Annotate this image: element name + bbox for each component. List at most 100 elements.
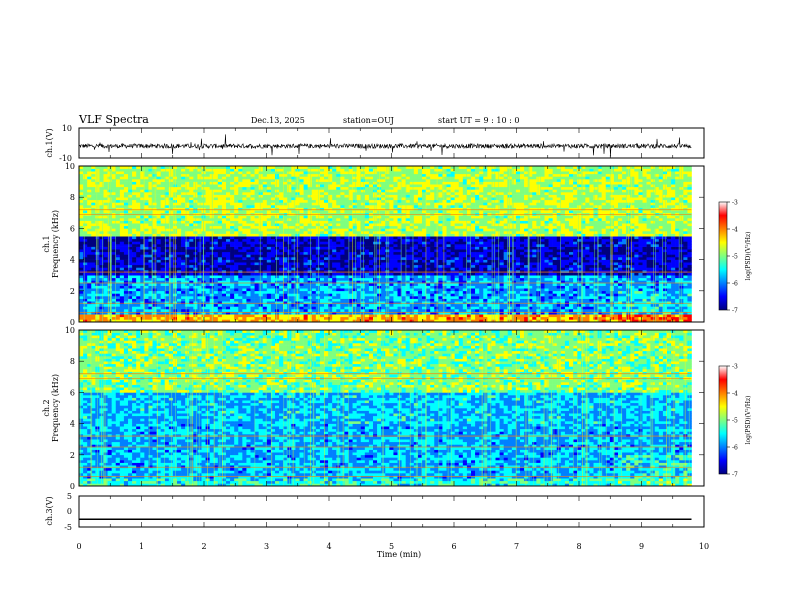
spectrogram-cell bbox=[422, 275, 427, 279]
spectrogram-cell bbox=[540, 293, 545, 297]
spectrogram-cell bbox=[115, 270, 121, 273]
spectrogram-cell bbox=[536, 251, 541, 255]
spectrogram-cell bbox=[283, 272, 288, 276]
spectrogram-cell bbox=[119, 301, 125, 305]
spectrogram-cell bbox=[597, 298, 602, 302]
spectrogram-cell bbox=[307, 309, 313, 312]
spectrogram-cell bbox=[328, 283, 333, 286]
spectrogram-cell bbox=[389, 249, 394, 253]
spectrogram-cell bbox=[503, 309, 509, 312]
spectrogram-cell bbox=[185, 290, 190, 294]
spectrogram-cell bbox=[426, 301, 431, 305]
spectrogram-cell bbox=[328, 272, 333, 276]
spectrogram-cell bbox=[605, 236, 611, 240]
spectrogram-cell bbox=[442, 319, 447, 323]
spectrogram-cell bbox=[683, 311, 688, 315]
spectrogram-cell bbox=[177, 262, 182, 266]
spectrogram-cell bbox=[687, 275, 692, 279]
spectrogram-cell bbox=[528, 283, 533, 286]
spectrogram-cell bbox=[466, 285, 472, 289]
spectrogram-cell bbox=[246, 319, 251, 323]
spectrogram-cell bbox=[234, 257, 239, 260]
spectrogram-cell bbox=[373, 293, 378, 297]
spectrogram-cell bbox=[536, 298, 541, 302]
spectrogram-cell bbox=[185, 254, 190, 258]
spectrogram-cell bbox=[217, 293, 223, 297]
spectrogram-cell bbox=[569, 283, 574, 286]
spectrogram-cell bbox=[91, 301, 96, 305]
spectrogram-cell bbox=[601, 236, 607, 240]
spectrogram-cell bbox=[413, 254, 419, 258]
spectrogram-cell bbox=[430, 246, 435, 250]
spectrogram-cell bbox=[503, 298, 509, 302]
spectrogram-cell bbox=[434, 306, 439, 310]
spectrogram-cell bbox=[160, 319, 166, 323]
spectrogram-cell bbox=[103, 293, 108, 297]
spectrogram-cell bbox=[328, 264, 333, 268]
spectrogram-cell bbox=[650, 301, 656, 305]
spectrogram-cell bbox=[136, 316, 141, 320]
spectrogram-cell bbox=[364, 275, 370, 279]
spectrogram-cell bbox=[438, 272, 443, 276]
spectrogram-cell bbox=[95, 311, 100, 315]
spectrogram-cell bbox=[577, 303, 582, 307]
spectrogram-cell bbox=[442, 283, 447, 286]
spectrogram-cell bbox=[544, 275, 549, 279]
spectrogram-cell bbox=[373, 319, 378, 323]
spectrogram-cell bbox=[475, 293, 480, 297]
spectrogram-cell bbox=[283, 316, 288, 320]
spectrogram-cell bbox=[532, 283, 537, 286]
spectrogram-cell bbox=[95, 275, 100, 279]
spectrogram-cell bbox=[250, 277, 255, 281]
spectrogram-cell bbox=[520, 290, 525, 294]
spectrogram-cell bbox=[662, 316, 668, 320]
spectrogram-cell bbox=[544, 309, 549, 312]
spectrogram-cell bbox=[283, 238, 288, 242]
spectrogram-cell bbox=[642, 283, 647, 286]
spectrogram-cell bbox=[450, 316, 455, 320]
spectrogram-cell bbox=[405, 267, 411, 271]
spectrogram-cell bbox=[426, 283, 431, 286]
spectrogram-cell bbox=[291, 244, 296, 247]
spectrogram-cell bbox=[221, 275, 227, 279]
spectrogram-cell bbox=[536, 314, 541, 318]
spectrogram-cell bbox=[254, 264, 259, 268]
spectrogram-cell bbox=[556, 293, 562, 297]
spectrogram-cell bbox=[119, 267, 125, 271]
spectrogram-cell bbox=[115, 238, 121, 242]
spectrogram-cell bbox=[597, 244, 602, 247]
spectrogram-cell bbox=[646, 280, 651, 284]
spectrogram-cell bbox=[107, 311, 112, 315]
spectrogram-cell bbox=[381, 244, 386, 247]
spectrogram-cell bbox=[250, 262, 255, 266]
spectrogram-cell bbox=[238, 259, 243, 263]
spectrogram-cell bbox=[397, 298, 402, 302]
spectrogram-cell bbox=[148, 293, 153, 297]
spectrogram-cell bbox=[454, 301, 460, 305]
spectrogram-cell bbox=[683, 316, 688, 320]
spectrogram-cell bbox=[160, 277, 166, 281]
spectrogram-cell bbox=[532, 254, 537, 258]
spectrogram-cell bbox=[667, 290, 672, 294]
spectrogram-cell bbox=[434, 257, 439, 260]
spectrogram-cell bbox=[307, 264, 313, 268]
spectrogram-cell bbox=[344, 293, 349, 297]
spectrogram-cell bbox=[503, 270, 509, 273]
spectrogram-cell bbox=[544, 238, 549, 242]
spectrogram-cell bbox=[164, 254, 170, 258]
spectrogram-cell bbox=[479, 272, 484, 276]
spectrogram-cell bbox=[499, 301, 504, 305]
spectrogram-cell bbox=[107, 319, 112, 323]
spectrogram-cell bbox=[638, 314, 643, 318]
spectrogram-cell bbox=[630, 296, 635, 299]
spectrogram-cell bbox=[524, 303, 529, 307]
spectrogram-cell bbox=[601, 262, 607, 266]
spectrogram-cell bbox=[438, 249, 443, 253]
spectrogram-cell bbox=[556, 283, 562, 286]
spectrogram-cell bbox=[373, 246, 378, 250]
spectrogram-cell bbox=[491, 236, 496, 240]
spectrogram-cell bbox=[511, 280, 517, 284]
spectrogram-cell bbox=[683, 309, 688, 312]
spectrogram-cell bbox=[475, 288, 480, 292]
spectrogram-cell bbox=[311, 298, 317, 302]
